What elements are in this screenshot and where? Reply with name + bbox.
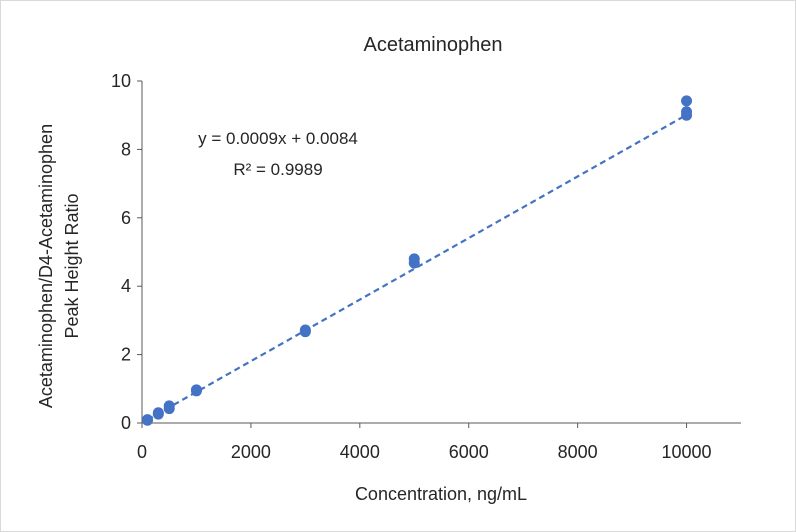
y-axis-title: Acetaminophen/D4-Acetaminophen Peak Heig… <box>36 124 82 408</box>
x-tick-label: 10000 <box>662 442 712 462</box>
trendline-equation: y = 0.0009x + 0.0084 <box>198 129 358 148</box>
x-tick-label: 8000 <box>558 442 598 462</box>
data-points <box>141 95 693 426</box>
y-tick-label: 2 <box>121 345 131 365</box>
y-tick-label: 8 <box>121 139 131 159</box>
x-axis-title: Concentration, ng/mL <box>355 484 527 504</box>
y-axis-title-line-2: Peak Height Ratio <box>62 193 82 338</box>
data-point <box>141 414 153 426</box>
data-point <box>299 324 311 336</box>
x-tick-label: 0 <box>137 442 147 462</box>
y-axis-title-line-1: Acetaminophen/D4-Acetaminophen <box>36 124 56 408</box>
y-tick-label: 6 <box>121 208 131 228</box>
x-tick-label: 4000 <box>340 442 380 462</box>
data-point <box>152 407 164 419</box>
data-point <box>681 95 693 107</box>
trendline-group <box>146 113 688 421</box>
y-tick-label: 0 <box>121 413 131 433</box>
data-point <box>190 384 202 396</box>
trendline <box>146 113 688 421</box>
y-tick-label: 10 <box>111 71 131 91</box>
chart-title: Acetaminophen <box>364 34 503 56</box>
y-tick-label: 4 <box>121 276 131 296</box>
r-squared-label: R² = 0.9989 <box>233 160 322 179</box>
tick-labels: 0 2 4 6 8 10 0 2000 4000 6000 8000 10000 <box>111 71 712 462</box>
data-point <box>163 400 175 412</box>
x-tick-label: 6000 <box>449 442 489 462</box>
data-point <box>681 106 693 118</box>
data-point <box>408 253 420 265</box>
axes <box>137 80 741 428</box>
x-tick-label: 2000 <box>231 442 271 462</box>
